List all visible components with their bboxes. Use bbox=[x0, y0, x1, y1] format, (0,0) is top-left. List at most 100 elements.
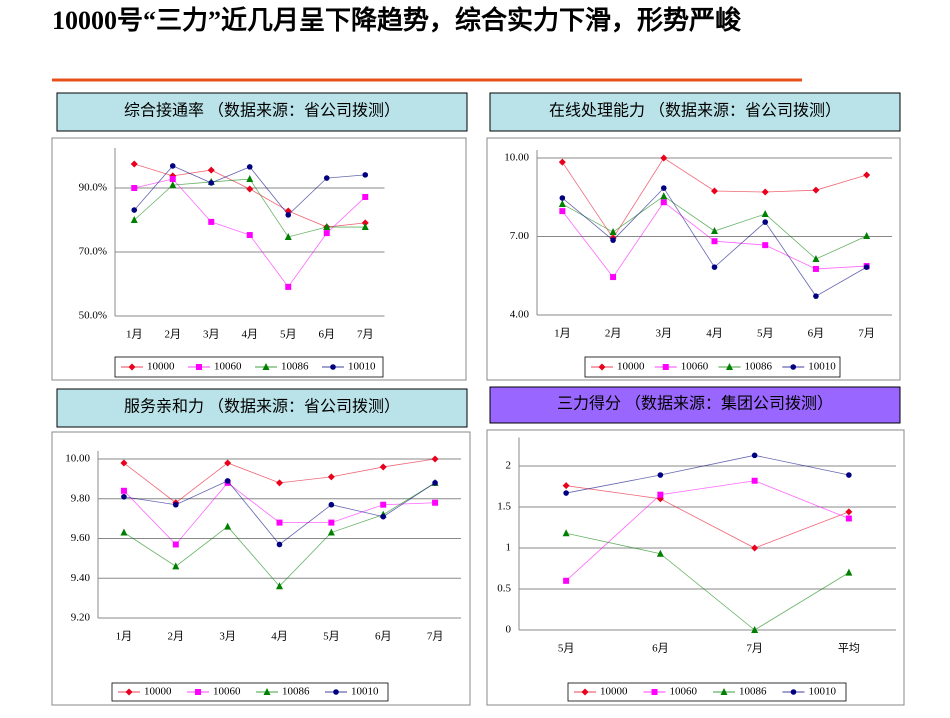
panel-title: 服务亲和力 （数据来源：省公司拨测） bbox=[124, 398, 400, 416]
legend-box bbox=[567, 682, 847, 702]
legend-label: 10060 bbox=[681, 361, 709, 373]
legend-box bbox=[584, 356, 841, 378]
data-point bbox=[246, 175, 254, 183]
x-tick-label: 3月 bbox=[203, 329, 220, 341]
data-point bbox=[172, 562, 180, 570]
data-point bbox=[172, 501, 179, 508]
x-tick-label: 1月 bbox=[116, 631, 133, 643]
data-point bbox=[432, 499, 439, 506]
data-point bbox=[285, 283, 292, 290]
data-point bbox=[761, 209, 769, 217]
data-point bbox=[812, 265, 819, 272]
data-point bbox=[812, 255, 820, 263]
x-tick-label: 7月 bbox=[427, 631, 444, 643]
data-point bbox=[563, 490, 569, 496]
legend-label: 10000 bbox=[147, 361, 175, 373]
data-point bbox=[656, 549, 664, 557]
y-tick-label: 90.0% bbox=[79, 182, 107, 194]
data-point bbox=[845, 515, 852, 522]
data-point bbox=[711, 187, 718, 195]
legend-marker bbox=[726, 363, 733, 370]
data-point bbox=[380, 513, 387, 520]
data-point bbox=[224, 459, 232, 467]
data-point bbox=[131, 185, 138, 191]
data-point bbox=[121, 493, 127, 500]
data-point bbox=[172, 541, 179, 548]
y-tick-label: 10.00 bbox=[504, 152, 529, 164]
data-point bbox=[863, 264, 870, 270]
legend-marker bbox=[128, 363, 136, 371]
legend-label: 10010 bbox=[808, 361, 836, 373]
y-tick-label: 70.0% bbox=[79, 246, 107, 258]
panel-title: 综合接通率 （数据来源：省公司拨测） bbox=[124, 102, 400, 120]
data-point bbox=[169, 176, 176, 183]
data-point bbox=[559, 195, 566, 201]
data-point bbox=[845, 568, 853, 576]
x-tick-label: 4月 bbox=[242, 329, 259, 341]
y-tick-label: 50.0% bbox=[79, 310, 107, 322]
series-line bbox=[566, 532, 850, 631]
data-point bbox=[276, 541, 283, 548]
legend-label: 10086 bbox=[282, 686, 310, 698]
data-point bbox=[323, 230, 330, 237]
data-point bbox=[207, 166, 215, 174]
legend-label: 10086 bbox=[281, 361, 309, 373]
x-tick-label: 4月 bbox=[706, 328, 723, 340]
legend-marker bbox=[790, 689, 797, 695]
chart-frame bbox=[51, 137, 467, 381]
data-point bbox=[208, 180, 215, 186]
y-tick-label: 7.00 bbox=[510, 230, 530, 242]
data-point bbox=[323, 175, 330, 181]
legend-label: 10086 bbox=[739, 686, 767, 698]
y-tick-label: 1.5 bbox=[497, 501, 511, 513]
data-point bbox=[657, 472, 664, 478]
series-line bbox=[566, 454, 849, 494]
panel-header bbox=[56, 388, 468, 428]
x-tick-label: 2月 bbox=[165, 329, 182, 341]
data-point bbox=[323, 223, 331, 231]
legend-marker bbox=[125, 688, 133, 696]
x-tick-label: 1月 bbox=[126, 329, 143, 341]
data-point bbox=[562, 529, 570, 537]
data-point bbox=[120, 459, 128, 467]
x-tick-label: 7月 bbox=[746, 643, 763, 655]
legend-marker bbox=[662, 364, 669, 370]
legend-marker bbox=[196, 364, 202, 370]
y-tick-label: 9.80 bbox=[71, 492, 91, 504]
series-line bbox=[566, 485, 850, 549]
data-point bbox=[361, 219, 369, 227]
y-tick-label: 9.20 bbox=[71, 612, 91, 624]
data-point bbox=[327, 528, 335, 536]
x-tick-label: 4月 bbox=[271, 631, 288, 643]
data-point bbox=[751, 477, 758, 484]
legend-label: 10010 bbox=[809, 686, 837, 698]
data-point bbox=[846, 472, 852, 478]
legend-label: 10060 bbox=[214, 361, 242, 373]
data-point bbox=[224, 522, 232, 530]
data-point bbox=[276, 582, 283, 590]
data-point bbox=[558, 200, 566, 208]
data-point bbox=[660, 185, 667, 191]
x-tick-label: 6月 bbox=[375, 631, 392, 643]
data-point bbox=[610, 274, 617, 281]
legend-label: 10000 bbox=[600, 686, 628, 698]
data-point bbox=[246, 164, 253, 170]
panel-title: 三力得分 （数据来源：集团公司拨测） bbox=[557, 395, 833, 413]
data-point bbox=[812, 186, 820, 194]
data-point bbox=[130, 216, 138, 223]
data-point bbox=[657, 491, 664, 498]
y-tick-label: 9.60 bbox=[71, 532, 91, 544]
data-point bbox=[328, 501, 335, 508]
y-tick-label: 0.5 bbox=[497, 583, 511, 595]
data-point bbox=[208, 218, 215, 225]
x-tick-label: 6月 bbox=[319, 329, 336, 341]
data-point bbox=[379, 463, 387, 471]
legend-marker bbox=[790, 364, 797, 370]
legend-label: 10060 bbox=[670, 686, 698, 698]
data-point bbox=[431, 455, 439, 463]
x-tick-label: 2月 bbox=[168, 631, 185, 643]
data-point bbox=[276, 519, 283, 526]
data-point bbox=[327, 473, 335, 481]
slide-title: 10000号“三力”近几月呈下降趋势，综合实力下滑，形势严峻 bbox=[52, 6, 742, 35]
y-tick-label: 10.00 bbox=[65, 453, 90, 465]
